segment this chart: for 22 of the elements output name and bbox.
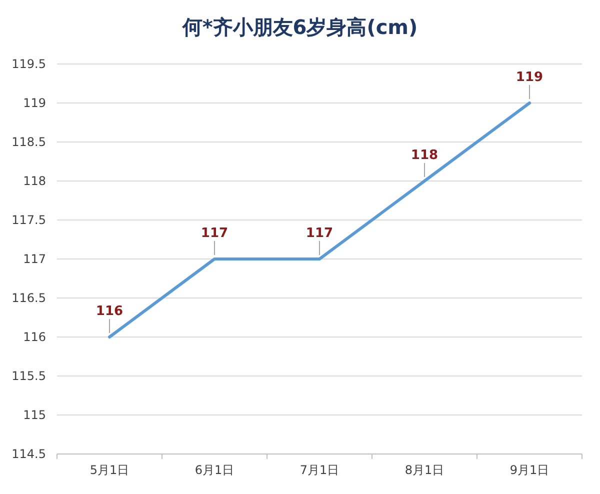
x-tick-label: 7月1日 <box>300 463 340 477</box>
data-label: 117 <box>306 226 334 241</box>
y-tick-label: 117 <box>23 252 46 266</box>
data-label: 118 <box>410 148 438 163</box>
chart-title: 何*齐小朋友6岁身高(cm) <box>181 15 418 39</box>
y-tick-label: 119.5 <box>12 57 46 71</box>
y-tick-label: 115.5 <box>12 369 46 383</box>
data-label: 117 <box>200 226 228 241</box>
data-label: 119 <box>516 70 544 85</box>
y-tick-label: 116 <box>23 330 46 344</box>
y-tick-label: 115 <box>23 408 46 422</box>
y-tick-label: 119 <box>23 96 46 110</box>
x-tick-label: 8月1日 <box>404 463 444 477</box>
y-tick-label: 116.5 <box>12 291 46 305</box>
x-tick-label: 9月1日 <box>510 463 550 477</box>
x-tick-label: 5月1日 <box>90 463 130 477</box>
data-label: 116 <box>96 304 124 319</box>
y-tick-label: 118.5 <box>12 135 46 149</box>
y-tick-label: 117.5 <box>12 213 46 227</box>
x-tick-label: 6月1日 <box>194 463 234 477</box>
y-tick-label: 118 <box>23 174 46 188</box>
y-tick-label: 114.5 <box>12 447 46 461</box>
